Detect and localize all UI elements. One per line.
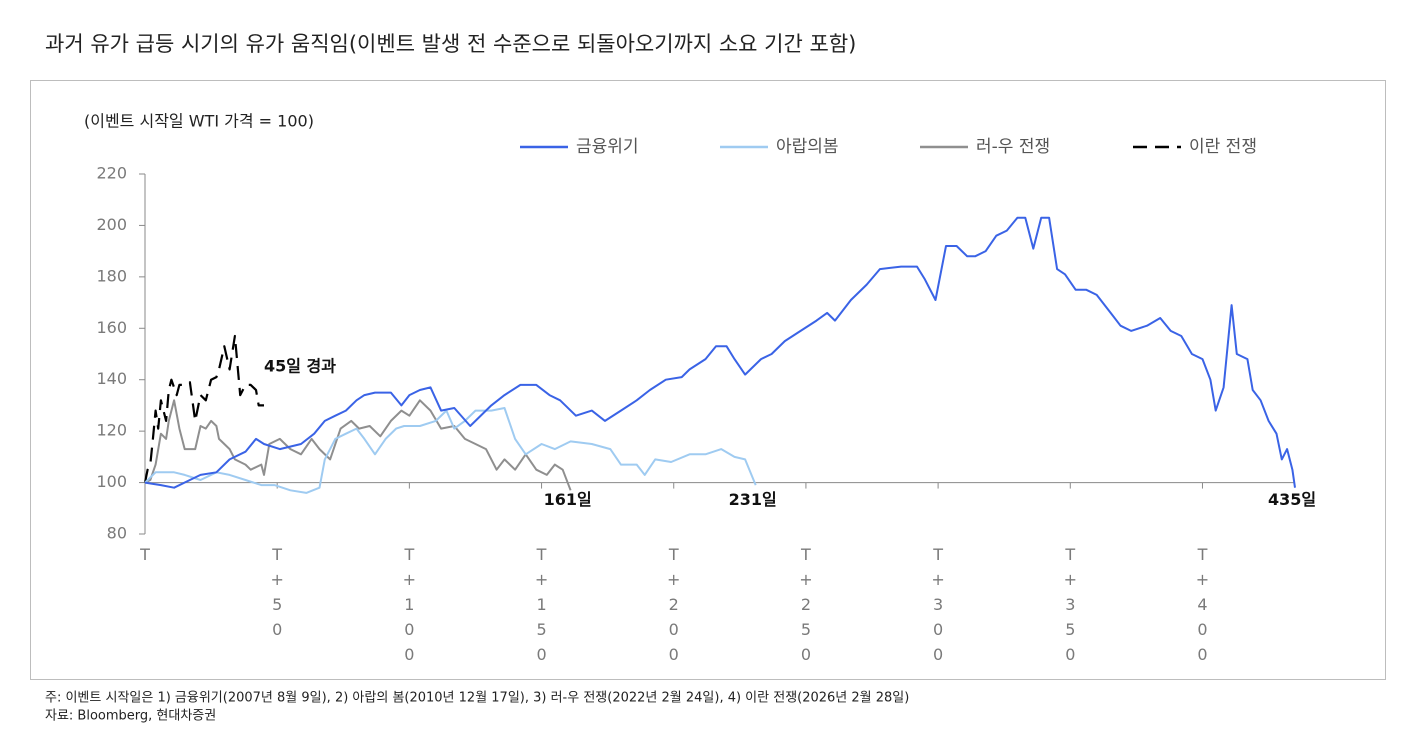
legend-label: 러-우 전쟁 (976, 137, 1050, 157)
series-line (144, 407, 757, 494)
y-axis-label: (이벤트 시작일 WTI 가격 = 100) (84, 112, 314, 131)
x-tick-label: T+200 (664, 545, 683, 670)
x-tick-label: T+50 (268, 545, 287, 645)
x-tick-label: T+150 (532, 545, 551, 670)
y-tick-label: 200 (96, 215, 127, 234)
y-tick-label: 100 (96, 472, 127, 491)
x-tick-label: T+250 (796, 545, 815, 670)
x-tick-label: T (136, 545, 155, 570)
x-tick-label: T+300 (929, 545, 948, 670)
y-tick-label: 160 (96, 318, 127, 337)
legend-label: 금융위기 (576, 137, 639, 157)
annotation: 161일 (544, 490, 592, 509)
footnote: 주: 이벤트 시작일은 1) 금융위기(2007년 8월 9일), 2) 아랍의… (45, 691, 909, 706)
frame (30, 80, 1386, 680)
source: 자료: Bloomberg, 현대차증권 (45, 709, 216, 724)
y-tick-label: 120 (96, 421, 127, 440)
y-tick-label: 180 (96, 266, 127, 285)
x-tick-label: T+350 (1061, 545, 1080, 670)
y-tick-label: 140 (96, 369, 127, 388)
legend-label: 이란 전쟁 (1189, 137, 1257, 157)
y-tick-label: 220 (96, 164, 127, 183)
chart-title: 과거 유가 급등 시기의 유가 움직임(이벤트 발생 전 수준으로 되돌아오기까… (45, 32, 856, 56)
y-tick-label: 80 (107, 524, 127, 543)
series-line (143, 334, 264, 483)
series-line (144, 216, 1296, 489)
x-tick-label: T+100 (400, 545, 419, 670)
series-line (144, 399, 572, 491)
x-tick-label: T+400 (1193, 545, 1212, 670)
annotation: 45일 경과 (264, 356, 336, 375)
annotation: 231일 (729, 490, 777, 509)
legend-label: 아랍의봄 (776, 137, 839, 157)
annotation: 435일 (1268, 490, 1316, 509)
